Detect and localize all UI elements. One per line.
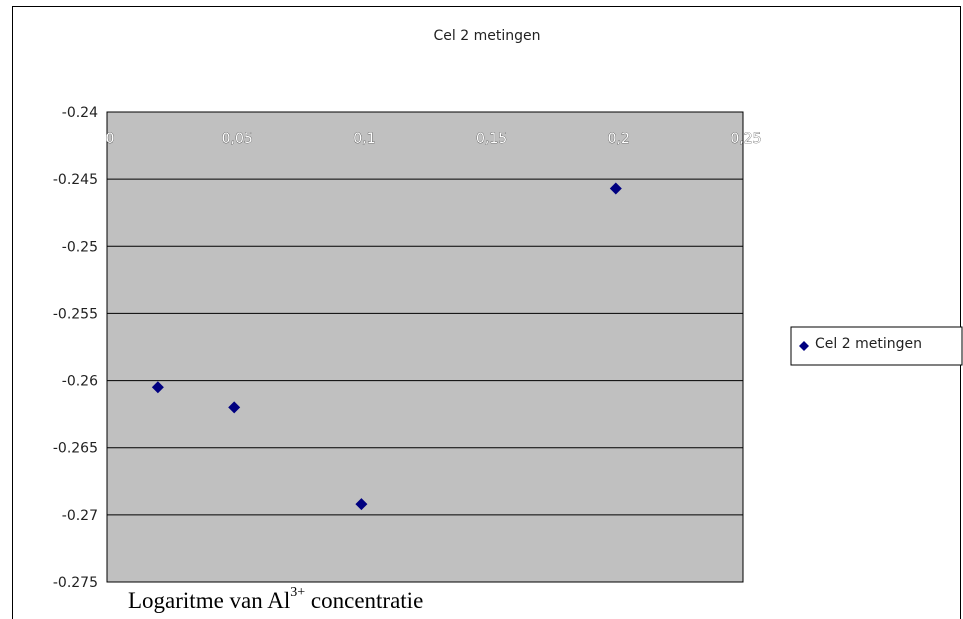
chart-frame — [12, 6, 961, 619]
y-tick-label: -0.25 — [62, 239, 98, 255]
y-tick-label: -0.245 — [53, 172, 98, 188]
y-tick-label: -0.255 — [53, 306, 98, 322]
x-tick-label: 0,2 — [608, 131, 630, 147]
y-tick-label: -0.26 — [62, 374, 98, 390]
x-tick-label: 0,1 — [353, 131, 375, 147]
data-points — [151, 182, 622, 511]
data-point — [228, 401, 241, 414]
x-axis-label-prefix: Logaritme van Al — [128, 588, 291, 613]
data-point — [609, 182, 622, 195]
legend-label: Cel 2 metingen — [815, 336, 922, 352]
x-axis-ticks: 0 0,05 0,1 0,15 0,2 0,25 — [105, 131, 762, 148]
x-axis-label-superscript: 3+ — [290, 585, 306, 600]
legend: Cel 2 metingen — [790, 326, 963, 366]
data-point — [151, 381, 164, 394]
plot-area — [106, 111, 744, 583]
x-tick-label: 0,05 — [222, 131, 253, 147]
legend-marker-diamond — [799, 341, 809, 351]
data-point — [355, 498, 368, 511]
x-axis-label: Logaritme van Al3+ concentratie — [128, 585, 424, 614]
x-tick-label: 0 — [106, 131, 115, 147]
y-tick-label: -0.27 — [62, 508, 98, 524]
x-axis-label-suffix: concentratie — [305, 588, 424, 613]
y-tick-label: -0.265 — [53, 441, 98, 457]
y-tick-label: -0.24 — [62, 105, 98, 121]
x-tick-label: 0,25 — [730, 131, 761, 147]
gridlines — [107, 111, 743, 583]
chart-title: Cel 2 metingen — [434, 28, 541, 44]
x-tick-label: 0,15 — [476, 131, 507, 147]
legend-box — [790, 326, 963, 366]
y-axis-ticks: -0.24 -0.245 -0.25 -0.255 -0.26 -0.265 -0.27 -0… — [53, 105, 98, 591]
y-tick-label: -0.275 — [53, 575, 98, 591]
